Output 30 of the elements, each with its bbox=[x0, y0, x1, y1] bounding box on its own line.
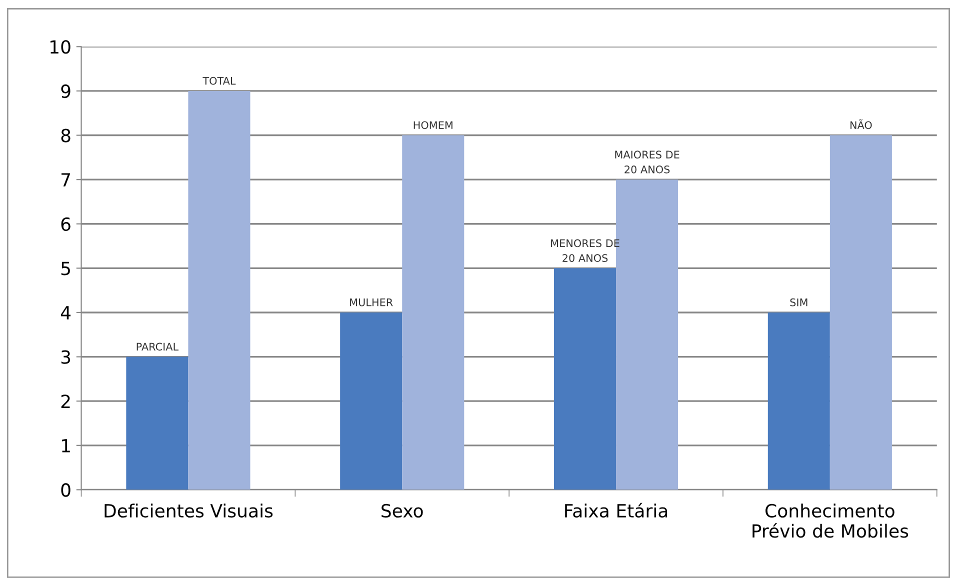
annotation: HOMEM bbox=[414, 121, 452, 130]
y-tick-label: 10 bbox=[50, 40, 70, 54]
bar bbox=[188, 90, 250, 490]
annotation: SIM bbox=[790, 298, 808, 306]
y-tick-label: 1 bbox=[62, 439, 70, 452]
x-tick-label: Deficientes Visuais bbox=[104, 504, 273, 518]
x-tick-label: Conhecimento Prévio de Mobiles bbox=[752, 504, 908, 538]
annotation: MENORES DE 20 ANOS bbox=[551, 239, 620, 262]
y-tick-label: 6 bbox=[61, 217, 70, 231]
y-tick-label: 7 bbox=[62, 173, 70, 186]
bar bbox=[402, 135, 464, 490]
bar bbox=[554, 268, 616, 490]
y-tick-label: 2 bbox=[61, 394, 70, 408]
x-tick-label: Sexo bbox=[382, 504, 423, 518]
y-tick-label: 5 bbox=[61, 262, 70, 276]
y-tick-label: 8 bbox=[61, 128, 70, 142]
annotation: MULHER bbox=[350, 298, 393, 306]
x-tick-label: Faixa Etária bbox=[565, 502, 668, 518]
bar bbox=[830, 135, 892, 490]
y-tick-label: 4 bbox=[60, 306, 71, 320]
y-tick-label: 9 bbox=[61, 84, 70, 98]
bar bbox=[340, 312, 402, 490]
bar bbox=[126, 356, 188, 490]
annotation: PARCIAL bbox=[136, 342, 179, 351]
bar bbox=[768, 312, 830, 490]
annotation: MAIORES DE 20 ANOS bbox=[615, 150, 680, 174]
annotation: NÃO bbox=[850, 119, 872, 130]
annotation: TOTAL bbox=[202, 76, 236, 85]
y-tick-label: 3 bbox=[61, 350, 70, 364]
y-tick-label: 0 bbox=[61, 483, 70, 497]
